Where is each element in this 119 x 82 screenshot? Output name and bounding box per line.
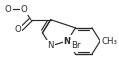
Text: O: O xyxy=(14,25,21,34)
Text: O: O xyxy=(5,5,12,14)
Text: N: N xyxy=(47,41,54,50)
Text: O: O xyxy=(21,5,27,14)
Text: Br: Br xyxy=(71,41,80,50)
Text: CH₃: CH₃ xyxy=(101,36,117,46)
Text: N: N xyxy=(64,36,71,46)
